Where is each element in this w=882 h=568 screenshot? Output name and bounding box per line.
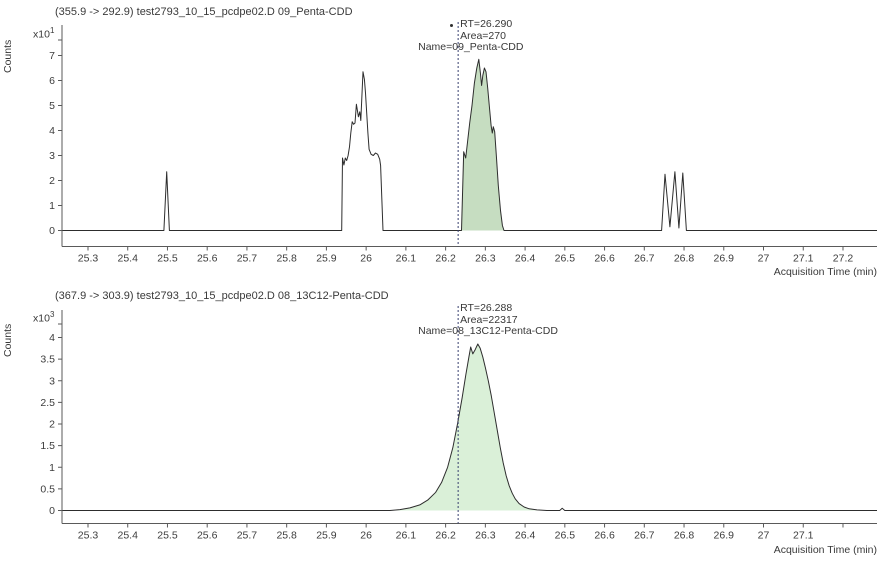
peak-annotation-top: RT=26.290 Area=270 Name=09_Penta-CDD <box>418 18 523 54</box>
x-axis-label-bottom: Acquisition Time (min) <box>773 544 877 556</box>
y-scale-exponent: 3 <box>49 310 55 319</box>
peak-name-label: Name=09_Penta-CDD <box>418 41 524 53</box>
peak-area-label: Area=270 <box>460 29 506 42</box>
x-tick-label: 25.7 <box>237 253 258 265</box>
chromatogram-panel-bottom: (367.9 -> 303.9) test2793_10_15_pcdpe02.… <box>0 284 882 568</box>
x-tick-label: 26 <box>360 530 372 542</box>
x-tick-label: 26 <box>360 253 372 265</box>
x-tick-label: 25.6 <box>197 253 218 265</box>
x-tick-label: 25.3 <box>78 253 99 265</box>
x-tick-label: 27 <box>758 253 770 265</box>
x-tick-label: 25.4 <box>118 253 139 265</box>
peak-area-label: Area=22317 <box>460 313 518 326</box>
y-scale-base: x10 <box>33 312 50 325</box>
x-tick-label: 27.1 <box>793 530 814 542</box>
x-tick-label: 27 <box>758 530 770 542</box>
peak-annotation-bottom: RT=26.288 Area=22317 Name=08_13C12-Penta… <box>418 302 558 338</box>
x-tick-label: 25.3 <box>78 530 99 542</box>
chromatogram-trace <box>62 58 877 231</box>
y-tick-label: 7 <box>49 50 55 62</box>
x-tick-label: 26.4 <box>515 530 536 542</box>
y-tick-label: 4 <box>49 332 55 344</box>
x-tick-label: 26.6 <box>594 530 615 542</box>
x-tick-label: 26.3 <box>475 253 496 265</box>
x-tick-label: 26.6 <box>594 253 615 265</box>
x-tick-label: 26.8 <box>674 253 695 265</box>
x-tick-label: 25.6 <box>197 530 218 542</box>
x-tick-label: 25.9 <box>316 530 337 542</box>
y-scale-exponent: 1 <box>49 26 55 35</box>
y-tick-label: 3.5 <box>40 354 55 366</box>
x-axis-label-top: Acquisition Time (min) <box>773 266 877 278</box>
chromatogram-plot-top[interactable]: 0 1 2 3 4 5 6 7 25.3 25.4 25.5 25.6 25.7 25.8 25.9 26 26… <box>0 0 882 284</box>
y-tick-label: 2.5 <box>40 397 55 409</box>
x-tick-label: 26.8 <box>674 530 695 542</box>
y-tick-label: 1 <box>49 462 55 474</box>
x-tick-label: 25.7 <box>237 530 258 542</box>
x-tick-label: 26.7 <box>634 253 655 265</box>
y-tick-label: 2 <box>49 419 55 431</box>
x-tick-label: 25.5 <box>157 530 178 542</box>
x-tick-label: 26.5 <box>555 530 576 542</box>
integrated-peak-fill <box>390 344 547 511</box>
x-tick-label: 25.5 <box>157 253 178 265</box>
x-tick-label: 25.4 <box>118 530 139 542</box>
y-tick-label: 2 <box>49 175 55 187</box>
x-tick-label: 26.1 <box>396 530 417 542</box>
y-scale-base: x10 <box>33 28 50 41</box>
y-tick-label: 0 <box>49 505 55 517</box>
integrated-peak-fill <box>461 59 505 231</box>
y-tick-label: 4 <box>49 125 55 137</box>
y-tick-label: 6 <box>49 75 55 87</box>
x-tick-label: 26.5 <box>555 253 576 265</box>
x-tick-label: 26.3 <box>475 530 496 542</box>
peak-name-label: Name=08_13C12-Penta-CDD <box>418 325 558 337</box>
chromatogram-title-top: (355.9 -> 292.9) test2793_10_15_pcdpe02.… <box>55 6 353 18</box>
x-tick-label: 27.1 <box>793 253 814 265</box>
y-tick-label: 3 <box>49 150 55 162</box>
x-tick-label: 25.9 <box>316 253 337 265</box>
chromatogram-title-bottom: (367.9 -> 303.9) test2793_10_15_pcdpe02.… <box>55 290 389 302</box>
x-tick-label: 26.2 <box>435 253 456 265</box>
x-tick-label: 26.9 <box>714 530 735 542</box>
x-tick-label: 26.7 <box>634 530 655 542</box>
chromatogram-panel-top: (355.9 -> 292.9) test2793_10_15_pcdpe02.… <box>0 0 882 284</box>
y-tick-label: 5 <box>49 100 55 112</box>
peak-rt-label: RT=26.288 <box>460 302 513 314</box>
y-tick-label: 3 <box>49 375 55 387</box>
chromatogram-plot-bottom[interactable]: 0 0.5 1 1.5 2 2.5 3 3.5 4 25.3 25.4 25.5 25.6 25.7 25.… <box>0 284 882 568</box>
chromatogram-trace <box>62 343 877 511</box>
y-tick-label: 1 <box>49 200 55 212</box>
peak-marker-dot <box>450 24 454 27</box>
y-axis-scale-bottom: x103 <box>33 310 54 325</box>
y-axis-scale-top: x101 <box>33 26 54 41</box>
x-tick-label: 26.1 <box>396 253 417 265</box>
x-tick-label: 26.4 <box>515 253 536 265</box>
y-tick-label: 1.5 <box>40 440 55 452</box>
x-tick-label: 25.8 <box>276 253 297 265</box>
x-tick-label: 26.9 <box>714 253 735 265</box>
peak-rt-label: RT=26.290 <box>460 18 513 30</box>
x-tick-label: 25.8 <box>276 530 297 542</box>
x-tick-label: 27.2 <box>833 253 854 265</box>
x-tick-label: 26.2 <box>435 530 456 542</box>
y-tick-label: 0.5 <box>40 483 55 495</box>
y-tick-label: 0 <box>49 225 55 237</box>
